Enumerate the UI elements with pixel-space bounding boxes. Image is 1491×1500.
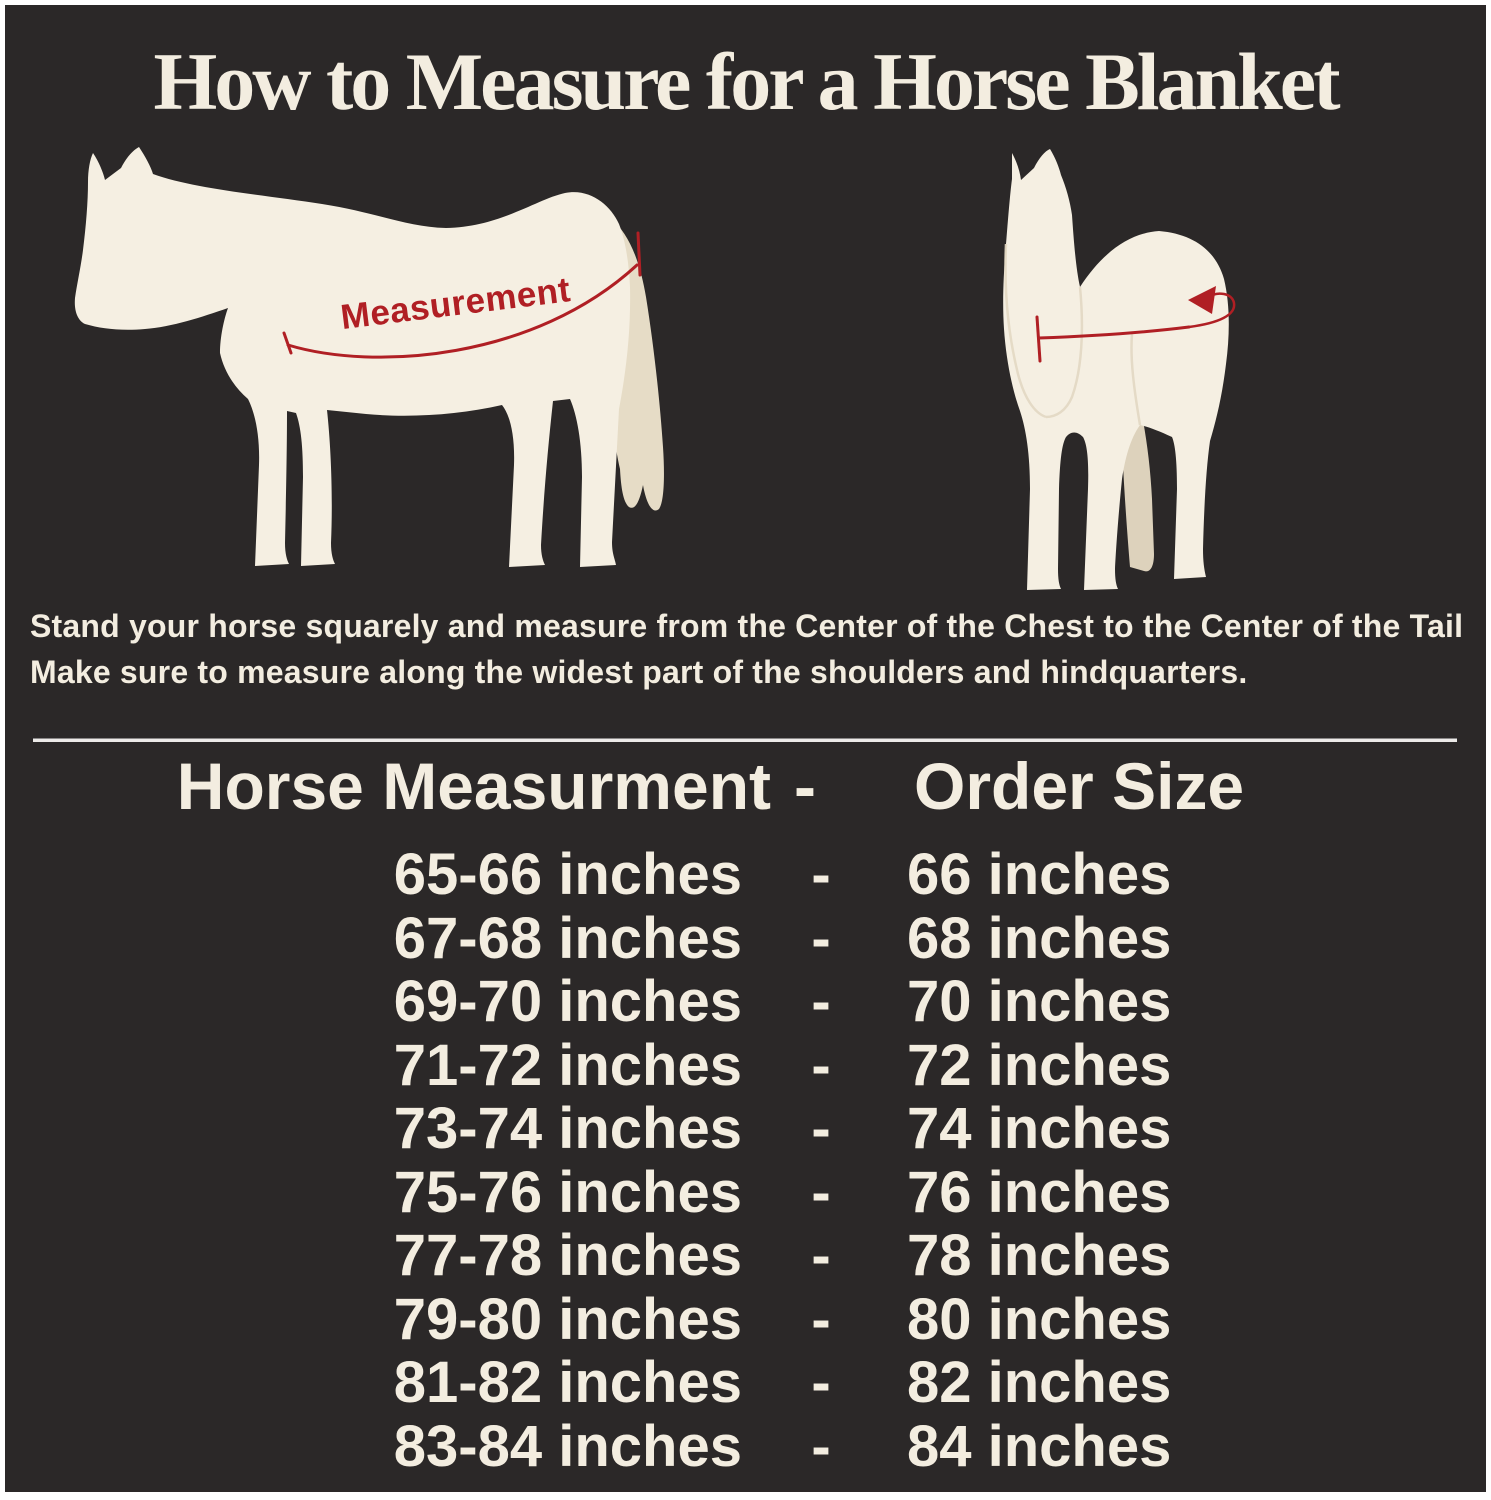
row-dash: - bbox=[811, 1350, 831, 1415]
row-dash: - bbox=[811, 1413, 831, 1479]
table-row: 77-78 inches - 78 inches bbox=[5, 1224, 1486, 1288]
page-title: How to Measure for a Horse Blanket bbox=[153, 36, 1340, 127]
measuring-instructions: Stand your horse squarely and measure fr… bbox=[30, 603, 1472, 695]
row-order-size: 76 inches bbox=[907, 1159, 1172, 1225]
table-row: 73-74 inches - 74 inches bbox=[5, 1097, 1486, 1161]
table-row: 67-68 inches - 68 inches bbox=[5, 905, 1486, 971]
header-order-size: Order Size bbox=[914, 749, 1245, 823]
row-measurement: 67-68 inches bbox=[393, 905, 742, 971]
row-dash: - bbox=[811, 1032, 831, 1098]
table-row: 81-82 inches - 82 inches bbox=[5, 1351, 1486, 1415]
table-row: 75-76 inches - 76 inches bbox=[5, 1159, 1486, 1225]
row-order-size: 68 inches bbox=[907, 905, 1172, 971]
row-measurement: 69-70 inches bbox=[393, 969, 742, 1034]
table-row: 71-72 inches - 72 inches bbox=[5, 1032, 1486, 1098]
side-view-horse-illustration: Measurement bbox=[74, 147, 664, 567]
front-view-horse-illustration bbox=[1003, 149, 1236, 590]
row-dash: - bbox=[811, 842, 831, 907]
header-separator: - bbox=[794, 749, 816, 823]
row-dash: - bbox=[811, 1159, 831, 1225]
row-dash: - bbox=[811, 905, 831, 971]
table-row: 69-70 inches - 70 inches bbox=[5, 970, 1486, 1034]
row-dash: - bbox=[811, 1286, 831, 1352]
table-row: 79-80 inches - 80 inches bbox=[5, 1286, 1486, 1352]
row-measurement: 79-80 inches bbox=[393, 1286, 742, 1352]
row-order-size: 82 inches bbox=[907, 1350, 1172, 1415]
row-measurement: 81-82 inches bbox=[393, 1350, 742, 1415]
infographic-panel: How to Measure for a Horse Blanket Measu… bbox=[5, 5, 1486, 1492]
instructions-line-2: Make sure to measure along the widest pa… bbox=[30, 654, 1248, 690]
row-dash: - bbox=[811, 1223, 831, 1288]
row-dash: - bbox=[811, 969, 831, 1034]
row-measurement: 77-78 inches bbox=[393, 1223, 742, 1288]
row-measurement: 71-72 inches bbox=[393, 1032, 742, 1098]
instructions-line-1: Stand your horse squarely and measure fr… bbox=[30, 608, 1464, 644]
size-table-header: Horse Measurment - Order Size bbox=[5, 747, 1486, 825]
row-dash: - bbox=[811, 1096, 831, 1161]
row-measurement: 65-66 inches bbox=[393, 842, 742, 907]
row-order-size: 84 inches bbox=[907, 1413, 1172, 1479]
row-order-size: 66 inches bbox=[907, 842, 1172, 907]
row-order-size: 70 inches bbox=[907, 969, 1172, 1034]
size-table-rows: 65-66 inches - 66 inches 67-68 inches - … bbox=[5, 843, 1486, 1478]
header-horse-measurement: Horse Measurment bbox=[176, 749, 771, 823]
row-order-size: 74 inches bbox=[907, 1096, 1172, 1161]
measurement-line bbox=[282, 231, 642, 359]
table-row: 83-84 inches - 84 inches bbox=[5, 1413, 1486, 1479]
row-order-size: 78 inches bbox=[907, 1223, 1172, 1288]
row-measurement: 83-84 inches bbox=[393, 1413, 742, 1479]
horse-body bbox=[1003, 149, 1229, 590]
row-measurement: 73-74 inches bbox=[393, 1096, 742, 1161]
table-row: 65-66 inches - 66 inches bbox=[5, 843, 1486, 907]
row-order-size: 72 inches bbox=[907, 1032, 1172, 1098]
arrowhead-icon bbox=[1188, 286, 1216, 314]
measurement-arrow bbox=[1035, 286, 1236, 363]
row-order-size: 80 inches bbox=[907, 1286, 1172, 1352]
section-divider bbox=[33, 738, 1457, 742]
row-measurement: 75-76 inches bbox=[393, 1159, 742, 1225]
